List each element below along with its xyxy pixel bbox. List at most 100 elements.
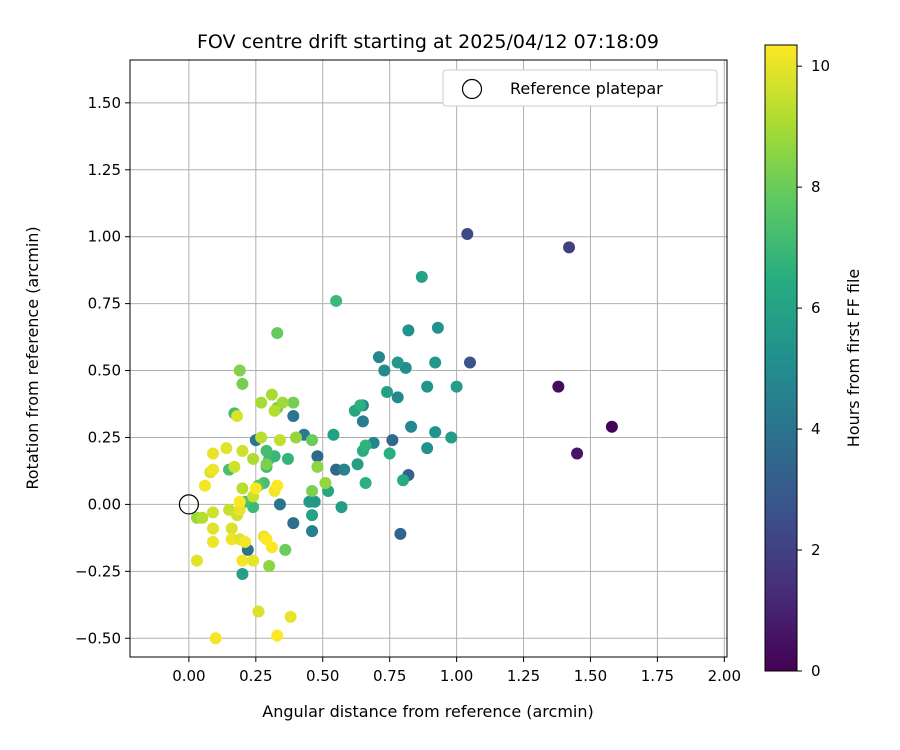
x-tick-label: 1.00 (440, 667, 473, 685)
data-point (356, 415, 369, 428)
data-point (236, 444, 249, 457)
legend-entry-label: Reference platepar (510, 79, 663, 98)
data-point (402, 324, 415, 337)
data-point (196, 511, 209, 524)
y-tick-label: 0.50 (88, 362, 121, 380)
data-point (287, 517, 300, 530)
legend: Reference platepar (442, 69, 718, 107)
data-point (450, 380, 463, 393)
x-tick-label: 2.00 (708, 667, 741, 685)
data-point (386, 434, 399, 447)
data-point (335, 501, 348, 514)
data-point (431, 321, 444, 334)
y-tick-label: 1.50 (88, 94, 121, 112)
data-point (273, 434, 286, 447)
data-point (461, 228, 474, 241)
colorbar-ticks: 0 2 4 6 8 10 (797, 57, 830, 680)
y-axis-label: Rotation from reference (arcmin) (23, 226, 42, 489)
x-axis-ticks: 0.00 0.25 0.50 0.75 1.00 1.25 1.50 1.75 2.00 (172, 657, 741, 685)
legend-open-circle-icon (461, 78, 483, 100)
data-point (429, 356, 442, 369)
y-tick-label: 0.75 (88, 295, 121, 313)
data-point (394, 527, 407, 540)
data-point (249, 482, 262, 495)
colorbar-tick-label: 4 (811, 420, 821, 438)
colorbar-tick-label: 6 (811, 299, 821, 317)
data-point (209, 632, 222, 645)
data-point (552, 380, 565, 393)
data-point (397, 474, 410, 487)
data-point (276, 396, 289, 409)
colorbar-tick-label: 0 (811, 662, 821, 680)
colorbar-label: Hours from first FF file (844, 269, 863, 448)
data-point (415, 270, 428, 283)
data-point (405, 420, 418, 433)
data-point (287, 396, 300, 409)
colorbar-tick-label: 2 (811, 541, 821, 559)
data-point (198, 479, 211, 492)
data-point (220, 442, 233, 455)
data-point (319, 476, 332, 489)
y-axis-ticks: −0.50 −0.25 0.00 0.25 0.50 0.75 1.00 1.25 1.50 (75, 94, 130, 647)
data-point (421, 442, 434, 455)
data-point (231, 410, 244, 423)
data-point (236, 554, 249, 567)
data-point (421, 380, 434, 393)
data-point (228, 460, 241, 473)
y-tick-label: 0.25 (88, 428, 121, 446)
data-point (236, 482, 249, 495)
data-point (330, 294, 343, 307)
data-point (289, 431, 302, 444)
data-point (206, 463, 219, 476)
data-point (284, 610, 297, 623)
data-point (571, 447, 584, 460)
data-point (265, 388, 278, 401)
data-point (445, 431, 458, 444)
data-point (206, 506, 219, 519)
y-tick-label: −0.50 (75, 629, 121, 647)
data-point (391, 356, 404, 369)
data-point (383, 447, 396, 460)
data-point (354, 399, 367, 412)
data-point (279, 543, 292, 556)
data-point (233, 364, 246, 377)
data-point (206, 535, 219, 548)
data-point (233, 495, 246, 508)
x-tick-label: 1.25 (507, 667, 540, 685)
colorbar-tick-label: 8 (811, 178, 821, 196)
plot-frame (129, 59, 728, 658)
x-tick-label: 0.50 (306, 667, 339, 685)
scatter-points (190, 228, 618, 645)
data-point (268, 404, 281, 417)
data-point (351, 458, 364, 471)
data-point (378, 364, 391, 377)
x-tick-label: 1.50 (574, 667, 607, 685)
x-tick-label: 0.75 (373, 667, 406, 685)
data-point (311, 450, 324, 463)
data-point (206, 522, 219, 535)
data-point (563, 241, 576, 254)
y-tick-label: 1.00 (88, 228, 121, 246)
data-point (206, 447, 219, 460)
data-point (338, 463, 351, 476)
data-point (265, 541, 278, 554)
data-point (239, 535, 252, 548)
colorbar-frame (764, 44, 798, 672)
data-point (359, 476, 372, 489)
colorbar (765, 45, 797, 671)
data-point (605, 420, 618, 433)
y-tick-label: 1.25 (88, 161, 121, 179)
x-tick-label: 1.75 (641, 667, 674, 685)
data-point (271, 479, 284, 492)
data-point (463, 356, 476, 369)
data-point (255, 431, 268, 444)
data-point (287, 410, 300, 423)
y-tick-label: 0.00 (88, 495, 121, 513)
reference-marker (178, 494, 199, 515)
data-point (327, 428, 340, 441)
data-point (271, 327, 284, 340)
data-point (255, 396, 268, 409)
data-point (372, 351, 385, 364)
data-point (306, 434, 319, 447)
data-point (381, 385, 394, 398)
